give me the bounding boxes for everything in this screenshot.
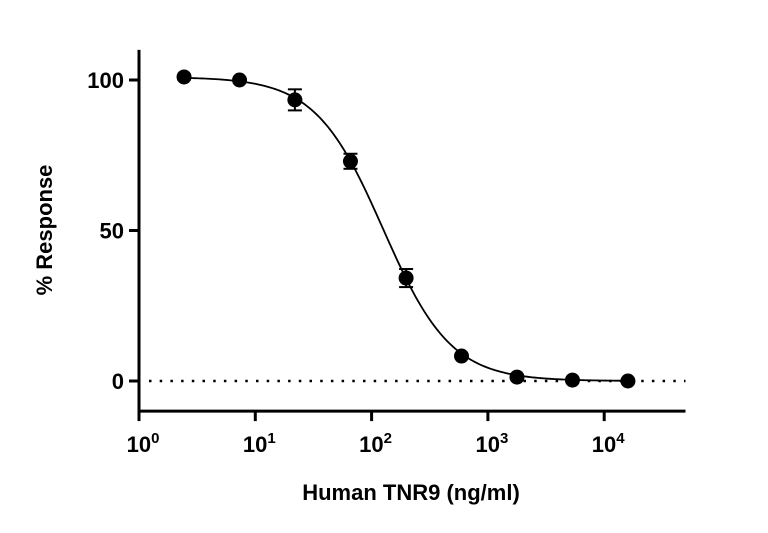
data-point [509,369,525,385]
x-tick-label: 102 [359,430,392,457]
data-point [398,270,414,286]
x-tick-label: 103 [475,430,508,457]
data-point [454,348,470,364]
data-point [287,92,303,108]
data-point [232,72,248,88]
x-tick-label: 101 [243,430,276,457]
x-tick-label: 100 [127,430,160,457]
fit-curve [184,76,628,382]
data-point [342,153,358,169]
data-point [564,372,580,388]
data-point [620,373,636,389]
y-tick-label: 100 [87,68,124,93]
y-tick-label: 0 [112,369,124,394]
y-axis-label: % Response [32,165,57,296]
y-tick-label: 50 [100,219,124,244]
x-tick-label: 104 [592,430,625,457]
data-point [176,69,192,85]
x-axis-label: Human TNR9 (ng/ml) [302,480,520,505]
